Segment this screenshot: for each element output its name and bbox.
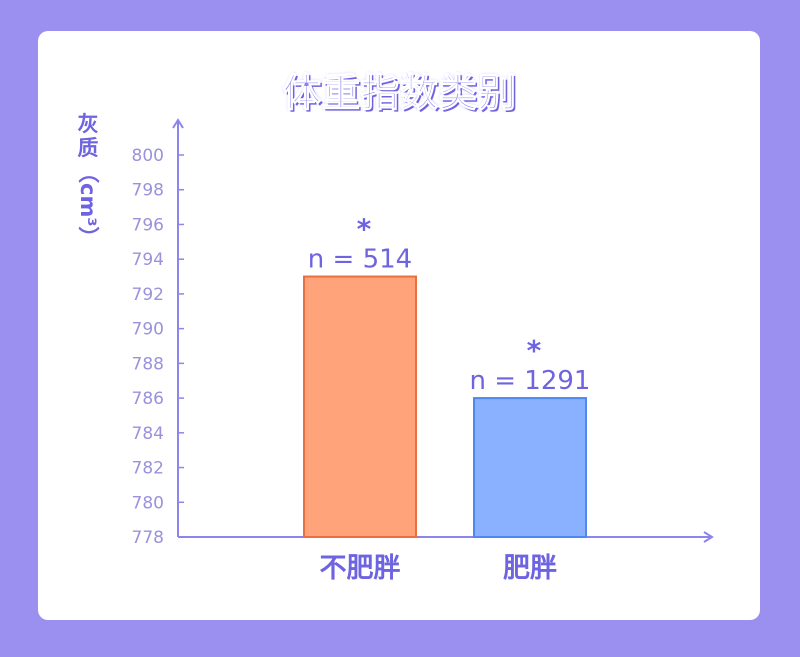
y-tick-label: 788	[132, 354, 164, 374]
chart-title: 体重指数类别	[282, 71, 517, 116]
y-tick-label: 784	[132, 424, 164, 444]
bars	[303, 275, 587, 538]
y-tick-label: 780	[132, 493, 164, 513]
y-tick-label: 798	[132, 181, 164, 201]
x-axis-arrow	[703, 531, 714, 543]
sample-size-label: n = 1291	[470, 366, 591, 396]
bar-annotations: *n = 514*n = 1291	[308, 213, 591, 397]
y-axis-label-char-2: 质	[77, 136, 99, 160]
y-axis-label: 灰 质 （cm³）	[74, 112, 102, 248]
bar	[303, 275, 417, 538]
axes	[172, 118, 714, 543]
y-tick-label: 786	[132, 389, 164, 409]
significance-star: *	[527, 334, 542, 367]
sample-size-label: n = 514	[308, 245, 412, 275]
y-tick-label: 794	[132, 250, 164, 270]
y-tick-label: 778	[132, 528, 164, 548]
y-tick-label: 792	[132, 285, 164, 305]
x-tick-label: 肥胖	[503, 553, 557, 584]
y-ticks: 778 780 782 784 786 788 790 792 794 796 798 800	[132, 146, 184, 548]
y-tick-label: 800	[132, 146, 164, 166]
y-tick-label: 782	[132, 459, 164, 479]
significance-star: *	[357, 213, 372, 246]
y-axis-label-unit: （cm³）	[76, 162, 100, 248]
bar	[473, 397, 587, 538]
y-axis-arrow	[172, 118, 184, 129]
x-tick-labels: 不肥胖 肥胖	[320, 553, 558, 584]
y-axis-label-char-1: 灰	[77, 112, 99, 136]
x-tick-label: 不肥胖	[320, 553, 401, 584]
y-tick-label: 796	[132, 215, 164, 235]
y-tick-label: 790	[132, 320, 164, 340]
